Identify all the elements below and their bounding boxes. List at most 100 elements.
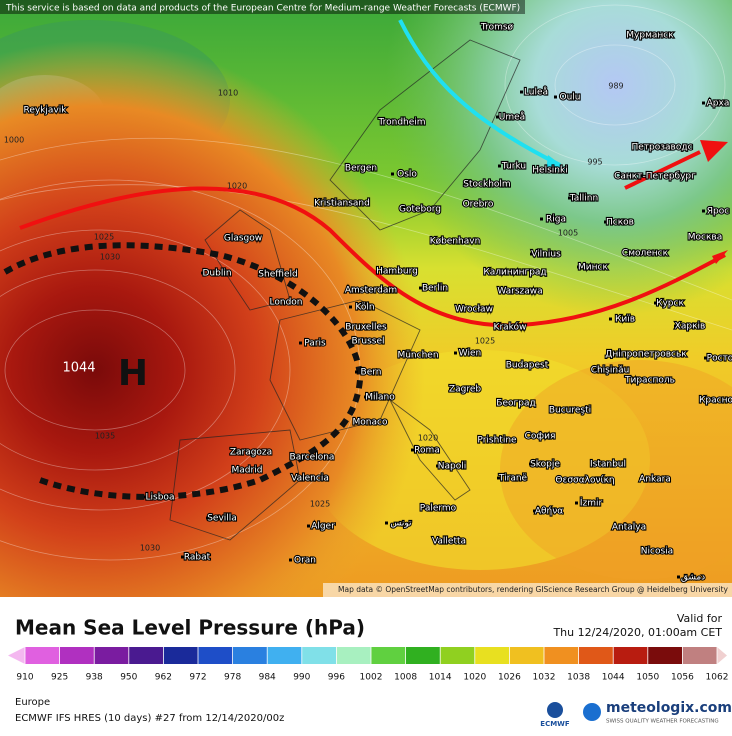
city-label: Tromsø [480, 23, 514, 33]
city-label: Valletta [432, 537, 466, 547]
city-dot [569, 478, 572, 482]
colorbar-tick-label: 1044 [602, 673, 625, 683]
city-label: Минск [578, 263, 608, 273]
isobar-label: 989 [608, 82, 623, 91]
colorbar-tick-label: 972 [189, 673, 206, 683]
city-dot [568, 196, 571, 200]
city-dot [350, 325, 353, 329]
brand: meteologix.com [606, 700, 732, 716]
city-dot [270, 300, 273, 304]
city-dot [449, 387, 452, 391]
city-dot [511, 363, 514, 367]
isobar-label: 1035 [95, 432, 115, 441]
valid-time: Thu 12/24/2020, 01:00am CET [552, 626, 722, 639]
city-label: Rabat [184, 553, 211, 563]
city-dot [201, 271, 204, 275]
colorbar-end [8, 647, 25, 664]
city-label: Orebro [463, 200, 494, 210]
city-label: Nicosia [641, 547, 673, 557]
city-dot [299, 341, 302, 345]
city-label: München [397, 351, 438, 361]
city-dot [181, 555, 184, 559]
city-dot [524, 434, 527, 438]
city-label: Budapest [506, 361, 549, 371]
city-dot [402, 353, 405, 357]
city-dot [462, 202, 465, 206]
city-label: Θεσσαλονίκη [555, 476, 614, 486]
colorbar-segment [94, 647, 130, 664]
colorbar-tick-label: 1038 [567, 673, 590, 683]
city-dot [326, 201, 329, 205]
colorbar-tick-label: 950 [120, 673, 137, 683]
city-label: Napoli [438, 462, 466, 472]
isobar-label: 1030 [100, 253, 120, 262]
city-dot [654, 301, 657, 305]
colorbar-segment [647, 647, 683, 664]
city-dot [352, 339, 355, 343]
city-label: Zagreb [449, 385, 481, 395]
map: Reykjavik Tromsø Мурманск Luleå Oulu Umeå Tron… [0, 0, 732, 597]
city-dot [289, 558, 292, 562]
city-label: Kraków [494, 322, 527, 333]
city-dot [520, 90, 523, 94]
city-label: Helsinki [532, 166, 567, 176]
isobar-label: 1025 [475, 337, 495, 346]
city-label: Amsterdam [345, 286, 397, 296]
colorbar-tick-label: 1062 [706, 673, 729, 683]
colorbar-tick-label: 1020 [463, 673, 486, 683]
city-dot [639, 174, 642, 178]
city-label: Turku [501, 162, 526, 172]
city-dot [674, 324, 677, 328]
city-dot [504, 289, 507, 293]
city-label: Курск [656, 299, 684, 309]
colorbar-tick-label: 978 [224, 673, 241, 683]
city-dot [422, 506, 425, 510]
city-label: Росто [707, 354, 732, 364]
city-label: Wrocław [455, 305, 493, 315]
city-label: Dublin [202, 269, 231, 279]
colorbar-tick-label: 1026 [498, 673, 521, 683]
city-label: Barcelona [290, 453, 335, 463]
isobar-label: 1010 [218, 89, 238, 98]
city-label: Wien [459, 349, 481, 359]
city-label: Vilnius [531, 250, 561, 260]
city-dot [613, 525, 616, 529]
city-dot [262, 272, 265, 276]
colorbar-segment [59, 647, 95, 664]
city-label: Красно [699, 396, 732, 406]
city-dot [629, 251, 632, 255]
city-label: Тирасполь [624, 376, 675, 386]
colorbar-segment [474, 647, 510, 664]
city-dot [496, 115, 499, 119]
city-dot [411, 448, 414, 452]
colorbar-segment [301, 647, 337, 664]
city-label: Bruxelles [345, 323, 387, 333]
city-label: Milano [365, 393, 395, 403]
city-label: Київ [615, 315, 635, 325]
city-label: Valencia [291, 474, 329, 484]
city-label: Bergen [345, 164, 377, 174]
city-label: Oulu [560, 93, 581, 103]
city-label: Αθήνα [535, 507, 563, 517]
city-dot [144, 495, 147, 499]
colorbar-segment [371, 647, 407, 664]
city-dot [592, 462, 595, 466]
city-dot [494, 325, 497, 329]
city-dot [702, 209, 705, 213]
city-dot [498, 164, 501, 168]
city-dot [206, 516, 209, 520]
city-label: Мурманск [626, 31, 674, 41]
colorbar-segment [544, 647, 580, 664]
notice: This service is based on data and produc… [5, 4, 520, 14]
city-label: Berlin [422, 284, 448, 294]
city-dot [630, 352, 633, 356]
legend-title: Mean Sea Level Pressure (hPa) [15, 616, 365, 640]
city-dot [534, 168, 537, 172]
colorbar-tick-label: 938 [86, 673, 103, 683]
city-label: Београд [496, 399, 535, 409]
colorbar-segment [163, 647, 199, 664]
city-label: Петрозаводс [631, 143, 692, 153]
city-dot [381, 269, 384, 273]
colorbar-segment [509, 647, 545, 664]
city-dot [385, 521, 388, 525]
